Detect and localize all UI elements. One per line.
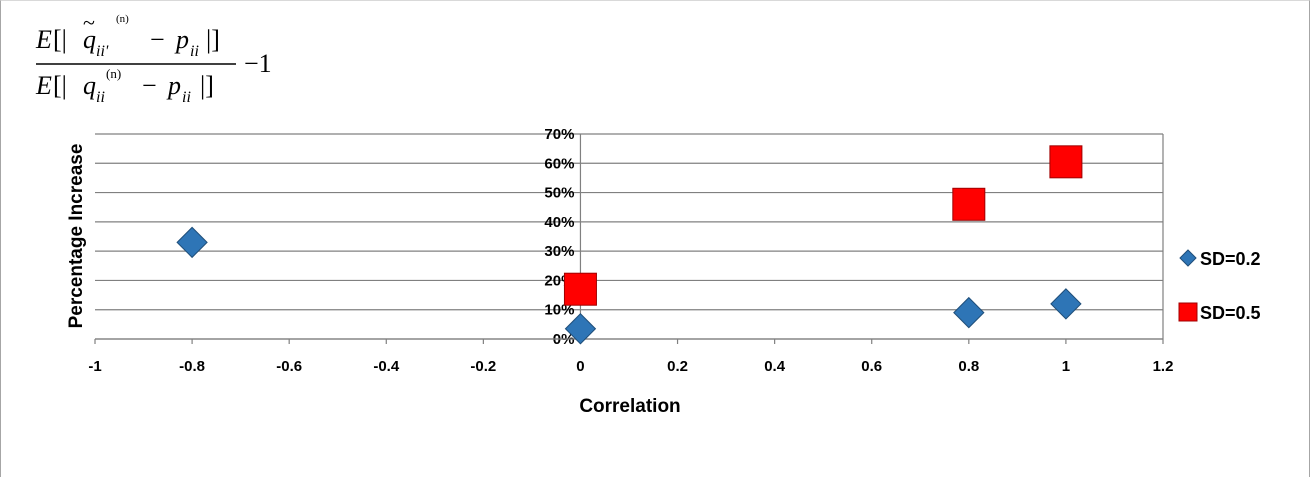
x-tick-label: 0.4 [764, 358, 786, 375]
formula-denominator-p: p [166, 71, 181, 100]
legend-marker [1178, 302, 1198, 322]
formula-denominator-open: [| [53, 71, 67, 100]
formula-denominator-close: |] [200, 71, 214, 100]
formula-numerator-q: q [83, 25, 96, 54]
formula-numerator-minus: − [150, 25, 165, 54]
formula-denominator-n: (n) [106, 66, 121, 81]
data-point-sd-0-2 [564, 313, 597, 345]
y-tick-label: 60% [544, 155, 574, 172]
legend-marker [1179, 249, 1197, 267]
x-tick-label: -0.8 [179, 358, 205, 375]
formula-annotation: E [| q ~ ii' (n) − p ii |] E [| q ii (n)… [35, 10, 272, 106]
data-point-sd-0-2 [1050, 288, 1082, 320]
legend: SD=0.2 SD=0.5 [1178, 249, 1261, 323]
x-tick-label: 0.6 [861, 358, 882, 375]
x-tick-label: 1.2 [1153, 358, 1174, 375]
y-tick-label: 10% [544, 302, 574, 319]
plot-area: 0%10%20%30%40%50%60%70%-1 -0.8 -0.6 -0.4 -0.… [88, 126, 1173, 375]
formula-denominator-q: q [83, 71, 96, 100]
formula-suffix: −1 [244, 49, 272, 78]
x-tick-label: -1 [88, 358, 101, 375]
formula-numerator-tilde: ~ [83, 10, 95, 35]
y-axis-title: Percentage Increase [66, 144, 87, 329]
data-point-sd-0-5 [563, 272, 597, 306]
x-tick-label: 0 [576, 358, 584, 375]
formula-denominator-e: E [35, 71, 52, 100]
legend-label: SD=0.5 [1200, 303, 1261, 323]
data-point-sd-0-2 [176, 226, 208, 259]
formula-numerator-n: (n) [116, 13, 129, 25]
y-tick-label: 50% [544, 185, 574, 202]
formula-denominator-minus: − [142, 71, 157, 100]
x-tick-label: 0.8 [958, 358, 979, 375]
data-point-sd-0-5 [1049, 145, 1083, 179]
y-tick-label: 30% [544, 243, 574, 260]
x-tick-label: -0.6 [276, 358, 302, 375]
data-point-sd-0-2 [953, 296, 985, 329]
x-tick-label: 1 [1062, 358, 1070, 375]
formula-numerator-open: [| [53, 25, 67, 54]
data-point-sd-0-5 [952, 187, 986, 221]
x-axis-title: Correlation [579, 396, 680, 417]
x-tick-label: -0.2 [470, 358, 496, 375]
formula-numerator-ii: ii' [96, 43, 109, 60]
x-tick-label: -0.4 [373, 358, 400, 375]
formula-denominator-ii: ii [96, 89, 105, 106]
formula-numerator-close: |] [206, 25, 220, 54]
formula-numerator-p: p [174, 25, 189, 54]
x-tick-label: 0.2 [667, 358, 688, 375]
legend-label: SD=0.2 [1200, 249, 1261, 269]
formula-denominator-pii: ii [182, 89, 191, 106]
formula-numerator-e: E [35, 25, 52, 54]
y-tick-label: 70% [544, 126, 574, 143]
formula-numerator-pii: ii [190, 43, 199, 60]
y-tick-label: 40% [544, 214, 574, 231]
